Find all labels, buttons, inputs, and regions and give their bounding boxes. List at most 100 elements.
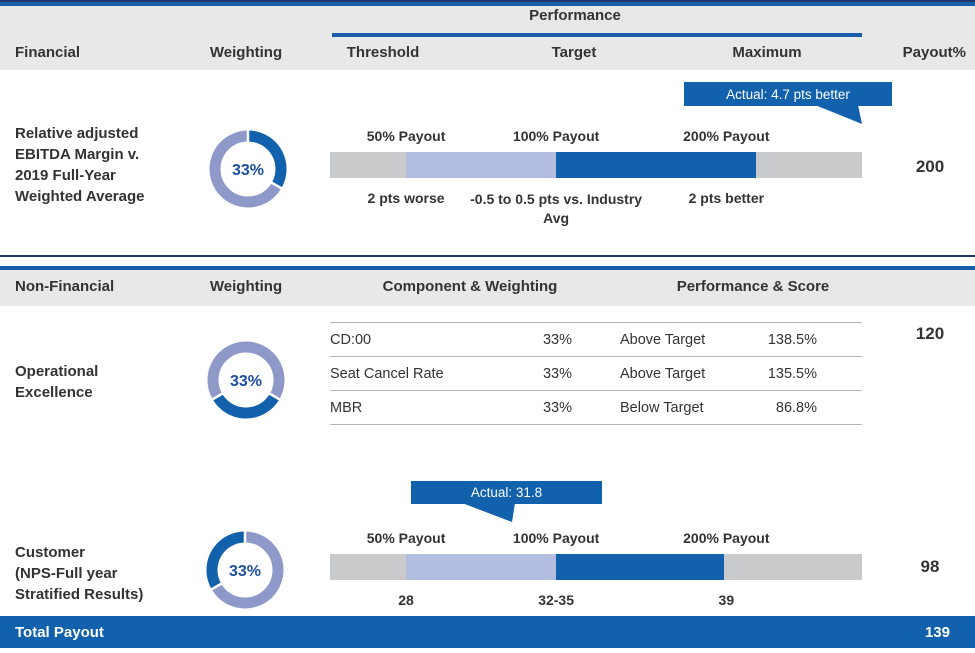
component-weighting-cell: Seat Cancel Rate 33% [330, 366, 572, 382]
donut-gap [267, 391, 283, 402]
financial-header-band [0, 6, 975, 70]
component-status: Below Target [620, 399, 704, 416]
performance-score-cell: Above Target 138.5% [620, 332, 817, 348]
label-line: (NPS-Full year [15, 565, 118, 582]
payout-scale-bar-financial [330, 152, 862, 178]
column-header-payout: Payout% [902, 44, 966, 61]
component-weighting-cell: CD:00 33% [330, 332, 572, 348]
component-name: CD:00 [330, 331, 372, 348]
payout-scale-labels-top: 50% Payout 100% Payout 200% Payout [330, 530, 862, 550]
scale-label: 200% Payout [683, 530, 770, 546]
table-row: Seat Cancel Rate 33% Above Target 135.5% [330, 356, 862, 390]
financial-row-label: Relative adjusted EBITDA Margin v. 2019 … [15, 123, 205, 207]
table-row: MBR 33% Below Target 86.8% [330, 390, 862, 424]
component-status: Above Target [620, 331, 706, 348]
scale-label: 100% Payout [512, 128, 600, 144]
component-name: Seat Cancel Rate [330, 365, 444, 382]
bar-segment [406, 152, 557, 178]
callout-text: Actual: 31.8 [470, 485, 543, 500]
payout-scale-bar-customer [330, 554, 862, 580]
label-line: Relative adjusted [15, 125, 139, 142]
weighting-donut-operational: 33% [207, 341, 285, 419]
section-navy-rule [0, 255, 975, 257]
performance-group-header: Performance [529, 7, 621, 24]
table-row: CD:00 33% Above Target 138.5% [330, 322, 862, 356]
column-header-component: Component & Weighting [382, 278, 558, 295]
payout-scale-labels-bottom: 2 pts worse -0.5 to 0.5 pts vs. Industry… [330, 190, 862, 226]
label-line: Stratified Results) [15, 586, 144, 603]
total-payout-label: Total Payout [15, 623, 104, 641]
label-line: 2019 Full-Year [15, 167, 116, 184]
bar-segment [406, 554, 557, 580]
component-score: 135.5% [767, 365, 817, 382]
label-line: Weighted Average [15, 188, 145, 205]
top-blue-rule [0, 2, 975, 6]
callout-tail-shape [815, 105, 862, 124]
callout-tail-shape [462, 503, 515, 522]
callout-tail [815, 105, 862, 124]
payout-value-financial: 200 [915, 157, 945, 176]
customer-row-label: Customer (NPS-Full year Stratified Resul… [15, 542, 195, 605]
top-navy-rule [0, 0, 975, 2]
total-payout-value: 139 [924, 623, 950, 641]
operational-row-label: Operational Excellence [15, 361, 175, 403]
actual-callout-financial: Actual: 4.7 pts better [684, 82, 892, 106]
nonfinancial-header-band [0, 270, 975, 306]
column-header-nonfinancial: Non-Financial [15, 278, 115, 295]
payout-value-customer: 98 [920, 557, 940, 576]
performance-score-cell: Above Target 135.5% [620, 366, 817, 382]
column-header-target: Target [551, 44, 597, 61]
donut-gap [208, 581, 224, 592]
column-header-threshold: Threshold [346, 44, 420, 61]
performance-underline [332, 33, 862, 37]
scale-label: 50% Payout [366, 530, 446, 546]
bar-segment [556, 554, 724, 580]
component-score-table: CD:00 33% Above Target 138.5% Seat Cance… [330, 322, 862, 425]
column-header-maximum: Maximum [732, 44, 802, 61]
scale-value: 39 [718, 592, 735, 608]
scale-value: 2 pts better [688, 190, 765, 206]
column-header-performance-score: Performance & Score [676, 278, 830, 295]
scale-value: 28 [398, 592, 414, 608]
bar-segment [756, 152, 862, 178]
donut-label: 33% [230, 373, 262, 390]
scale-label: 200% Payout [683, 128, 770, 144]
bar-segment [556, 152, 757, 178]
payout-scale-labels-top: 50% Payout 100% Payout 200% Payout [330, 128, 862, 148]
donut-label: 33% [232, 162, 264, 179]
donut-gap [269, 180, 285, 191]
scale-value: 32-35 [538, 592, 574, 608]
component-weight: 33% [542, 365, 572, 382]
callout-tail [462, 503, 515, 522]
label-line: Customer [15, 544, 86, 561]
scale-value: -0.5 to 0.5 pts vs. Industry Avg [470, 191, 643, 226]
component-score: 138.5% [767, 331, 817, 348]
scale-label: 50% Payout [366, 128, 446, 144]
bar-segment [330, 554, 407, 580]
column-header-weighting: Weighting [209, 44, 283, 61]
label-line: Operational [15, 363, 99, 380]
section-blue-rule [0, 266, 975, 270]
payout-scale-labels-bottom: 28 32-35 39 [330, 592, 862, 612]
bar-segment [723, 554, 862, 580]
component-score: 86.8% [775, 399, 817, 416]
donut-gap [209, 391, 225, 402]
payout-value-operational: 120 [915, 324, 945, 343]
component-status: Above Target [620, 365, 706, 382]
performance-score-cell: Below Target 86.8% [620, 400, 817, 416]
component-weight: 33% [542, 331, 572, 348]
label-line: Excellence [15, 384, 93, 401]
column-header-financial: Financial [15, 44, 81, 61]
donut-label: 33% [229, 563, 261, 580]
callout-text: Actual: 4.7 pts better [726, 86, 850, 102]
label-line: EBITDA Margin v. [15, 146, 140, 163]
component-weight: 33% [542, 399, 572, 416]
weighting-donut-financial: 33% [209, 128, 287, 208]
column-header-weighting-2: Weighting [209, 278, 283, 295]
component-weighting-cell: MBR 33% [330, 400, 572, 416]
actual-callout-customer: Actual: 31.8 [411, 481, 602, 504]
scale-value: 2 pts worse [367, 190, 445, 206]
weighting-donut-customer: 33% [206, 529, 284, 609]
component-name: MBR [330, 399, 363, 416]
total-payout-bar: Total Payout 139 [0, 616, 975, 648]
